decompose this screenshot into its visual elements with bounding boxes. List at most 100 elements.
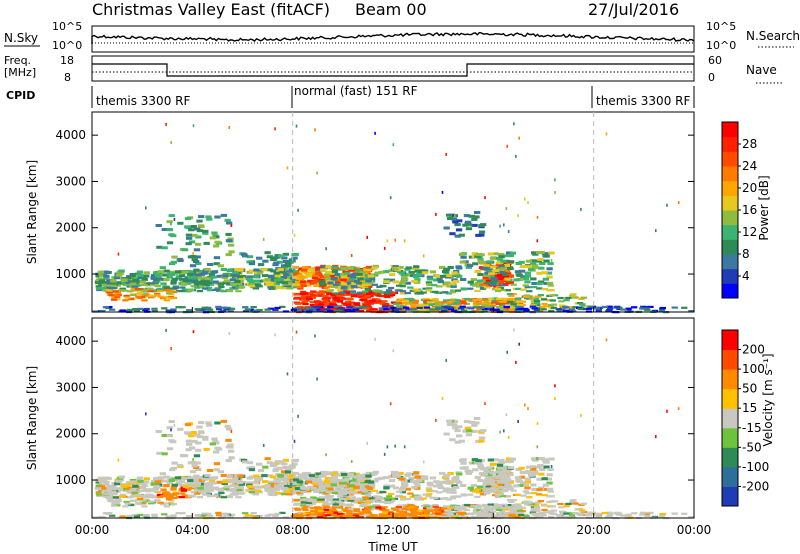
colorbar-segment xyxy=(722,239,738,255)
velocity-cell xyxy=(324,476,332,480)
power-cell xyxy=(226,269,233,273)
power-cell xyxy=(210,275,217,279)
power-cell xyxy=(420,291,427,294)
velocity-cell xyxy=(297,511,304,515)
power-cell xyxy=(554,191,556,194)
power-cell xyxy=(359,271,366,275)
power-cell xyxy=(141,277,148,281)
power-cell xyxy=(486,267,493,271)
velocity-cell xyxy=(531,513,538,516)
velocity-cell xyxy=(240,481,247,484)
velocity-cell xyxy=(194,433,201,437)
velocity-cell xyxy=(514,516,521,519)
velocity-cell xyxy=(303,505,310,508)
power-cell xyxy=(310,269,317,273)
velocity-cell xyxy=(148,488,155,492)
power-cell xyxy=(410,308,417,311)
velocity-cell xyxy=(215,511,222,514)
power-cell xyxy=(454,214,456,218)
y-tick-label: 3000 xyxy=(55,380,86,394)
power-cell xyxy=(364,295,371,298)
velocity-cell xyxy=(339,497,347,500)
velocity-cell xyxy=(423,505,430,508)
velocity-cell xyxy=(135,501,142,504)
velocity-cell xyxy=(302,509,309,512)
power-cell xyxy=(541,288,548,291)
velocity-cell xyxy=(102,512,110,515)
velocity-cell xyxy=(256,462,263,466)
velocity-cell xyxy=(166,426,173,430)
power-cell xyxy=(185,281,192,285)
power-cell xyxy=(568,306,575,309)
power-cell xyxy=(242,254,249,258)
colorbar-frame xyxy=(721,329,739,507)
velocity-cell xyxy=(306,478,313,482)
velocity-cell xyxy=(383,452,386,456)
velocity-cell xyxy=(369,505,376,508)
power-cell xyxy=(363,307,370,310)
velocity-cell xyxy=(118,475,125,479)
power-cell xyxy=(151,307,158,310)
power-cell xyxy=(513,122,515,126)
velocity-cell xyxy=(503,511,510,514)
power-cell xyxy=(95,287,103,290)
power-cell xyxy=(273,261,280,265)
velocity-cell xyxy=(535,465,542,469)
velocity-cell xyxy=(347,473,354,476)
power-cell xyxy=(309,296,316,299)
velocity-cell xyxy=(572,502,579,505)
velocity-cell xyxy=(413,481,420,485)
velocity-cell xyxy=(288,475,295,479)
velocity-cell xyxy=(288,464,295,468)
velocity-cell xyxy=(400,486,407,490)
power-cell xyxy=(294,281,302,284)
power-cell xyxy=(185,309,193,312)
velocity-cell xyxy=(194,448,202,452)
velocity-cell xyxy=(503,508,510,511)
velocity-cell xyxy=(655,435,657,439)
velocity-cell xyxy=(524,403,526,407)
power-cell xyxy=(122,299,129,302)
power-cell xyxy=(524,280,531,284)
power-cell xyxy=(541,302,548,306)
velocity-cell xyxy=(606,515,613,518)
velocity-cell xyxy=(328,477,335,481)
power-cell xyxy=(383,295,390,298)
velocity-cell xyxy=(414,498,421,501)
power-cell xyxy=(324,308,331,311)
power-cell xyxy=(264,251,271,255)
velocity-cell xyxy=(450,504,457,507)
power-cell xyxy=(326,289,333,292)
power-cell xyxy=(362,305,369,308)
velocity-cell xyxy=(356,478,363,482)
power-cell xyxy=(451,309,458,312)
velocity-cell xyxy=(321,471,328,475)
velocity-cell xyxy=(143,477,150,481)
velocity-cell xyxy=(340,488,348,492)
velocity-cell xyxy=(445,498,452,501)
power-cell xyxy=(530,277,537,281)
power-cell xyxy=(410,303,417,306)
power-cell xyxy=(357,310,365,313)
velocity-cell xyxy=(238,482,245,486)
power-cell xyxy=(274,254,281,258)
power-cell xyxy=(325,277,332,281)
velocity-cell xyxy=(317,513,325,516)
velocity-cell xyxy=(477,479,484,482)
power-cell xyxy=(503,305,510,308)
velocity-cell xyxy=(406,479,413,483)
power-cell xyxy=(143,271,150,275)
velocity-cell xyxy=(579,509,586,512)
velocity-cell xyxy=(185,515,193,518)
velocity-cell xyxy=(416,479,423,483)
power-cell xyxy=(460,309,468,312)
power-cell xyxy=(224,218,231,222)
power-cell xyxy=(539,262,546,265)
velocity-cell xyxy=(378,514,385,517)
power-cell xyxy=(129,274,136,278)
power-cell xyxy=(432,299,439,302)
colorbar-tick-label: 28 xyxy=(742,137,757,151)
power-cell xyxy=(127,276,134,280)
power-cell xyxy=(474,270,481,273)
power-cell xyxy=(106,289,113,292)
